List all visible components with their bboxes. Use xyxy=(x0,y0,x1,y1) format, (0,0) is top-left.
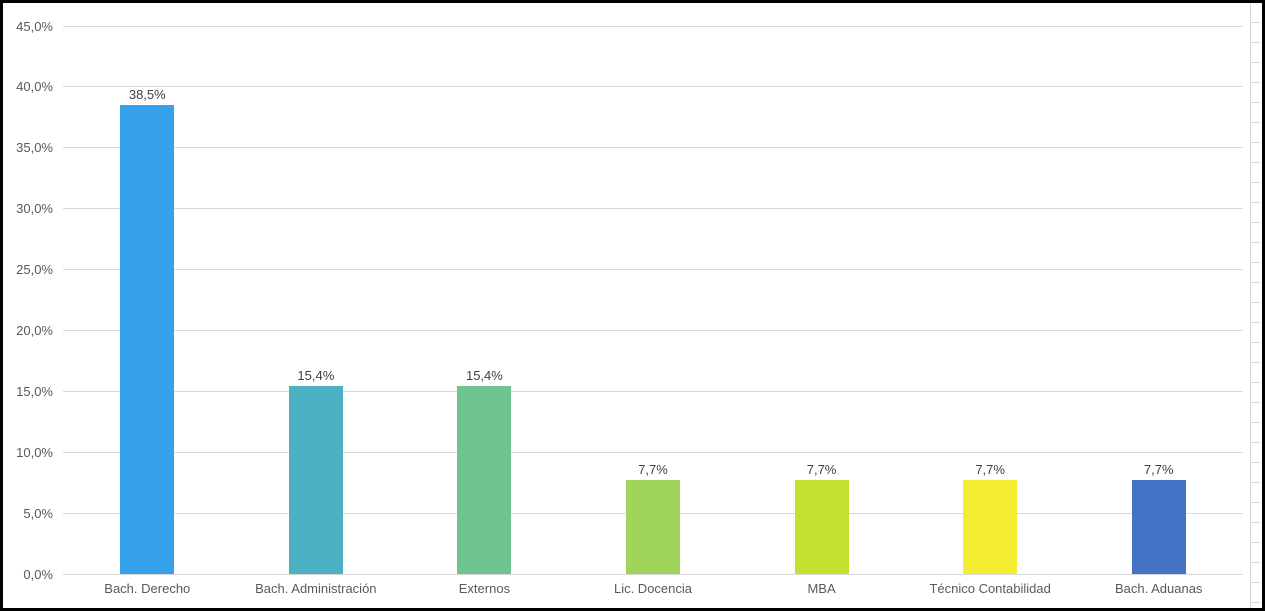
y-axis-tick-label: 45,0% xyxy=(16,18,53,34)
y-axis-tick-label: 30,0% xyxy=(16,201,53,217)
plot-area: 0,0% 5,0% 10,0% 15,0% 20,0% 25,0% 30,0% 35,0% 40… xyxy=(3,3,1262,608)
x-axis-category-label: Bach. Derecho xyxy=(104,581,191,596)
y-axis-tick-label: 5,0% xyxy=(23,505,53,521)
bar-value-label: 7,7% xyxy=(975,462,1005,478)
gridline xyxy=(63,147,1243,149)
gridline xyxy=(63,573,1243,575)
bar-value-label: 7,7% xyxy=(806,462,837,478)
x-axis-category-label: Bach. Aduanas xyxy=(1114,581,1203,596)
gridline xyxy=(63,25,1243,27)
bar-value-label: 7,7% xyxy=(1143,462,1174,478)
bar-value-label: 15,4% xyxy=(297,368,335,384)
x-axis-category-label: Lic. Docencia xyxy=(613,581,693,596)
gridline xyxy=(63,86,1243,88)
y-axis-tick-label: 20,0% xyxy=(16,322,53,338)
gridline xyxy=(63,451,1243,453)
x-axis-category-label: Externos xyxy=(458,581,511,596)
y-axis-tick-label: 40,0% xyxy=(16,79,53,95)
bar-value-label: 7,7% xyxy=(638,462,668,478)
y-axis-tick-label: 0,0% xyxy=(23,566,53,582)
spreadsheet-edge-gridlines xyxy=(1250,3,1260,608)
x-axis-category-label: Técnico Contabilidad xyxy=(929,581,1051,596)
y-axis-tick-label: 15,0% xyxy=(16,383,53,399)
bar xyxy=(963,480,1018,574)
bar xyxy=(457,386,512,574)
gridline xyxy=(63,269,1243,271)
y-axis-tick-label: 35,0% xyxy=(16,140,53,156)
gridline xyxy=(63,208,1243,210)
bar xyxy=(626,480,680,574)
gridline xyxy=(63,329,1243,331)
bar xyxy=(1131,480,1186,574)
x-axis-category-label: Bach. Administración xyxy=(255,581,377,596)
bar-value-label: 15,4% xyxy=(465,368,503,384)
gridline xyxy=(63,390,1243,392)
bar xyxy=(288,386,343,574)
bar xyxy=(794,480,849,574)
x-axis-category-label: MBA xyxy=(807,581,836,596)
bar-value-label: 38,5% xyxy=(128,87,166,103)
y-axis-tick-label: 10,0% xyxy=(16,444,53,460)
bar xyxy=(120,105,175,574)
y-axis-tick-label: 25,0% xyxy=(16,262,53,278)
